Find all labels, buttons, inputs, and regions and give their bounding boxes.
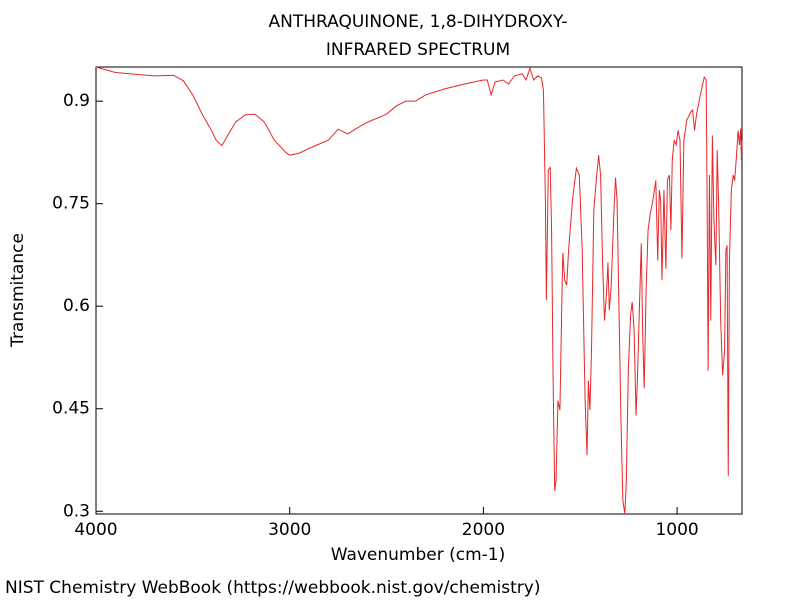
source-note: NIST Chemistry WebBook (https://webbook.…	[5, 578, 540, 598]
x-axis-label: Wavenumber (cm-1)	[331, 545, 506, 565]
spectrum-line	[95, 66, 743, 515]
x-tick-label: 2000	[462, 520, 505, 540]
y-tick-label: 0.45	[52, 399, 90, 419]
y-tick-label: 0.6	[63, 296, 90, 316]
chart-title: ANTHRAQUINONE, 1,8-DIHYDROXY-	[269, 12, 568, 32]
x-tick-label: 3000	[268, 520, 311, 540]
x-tick-label: 4000	[74, 520, 117, 540]
y-tick-label: 0.3	[63, 501, 90, 521]
y-axis-label: Transmitance	[8, 233, 28, 348]
y-tick-label: 0.9	[63, 91, 90, 111]
y-tick-label: 0.75	[52, 194, 90, 214]
x-tick-label: 1000	[655, 520, 698, 540]
chart-subtitle: INFRARED SPECTRUM	[326, 40, 510, 60]
plot-frame	[95, 66, 743, 515]
